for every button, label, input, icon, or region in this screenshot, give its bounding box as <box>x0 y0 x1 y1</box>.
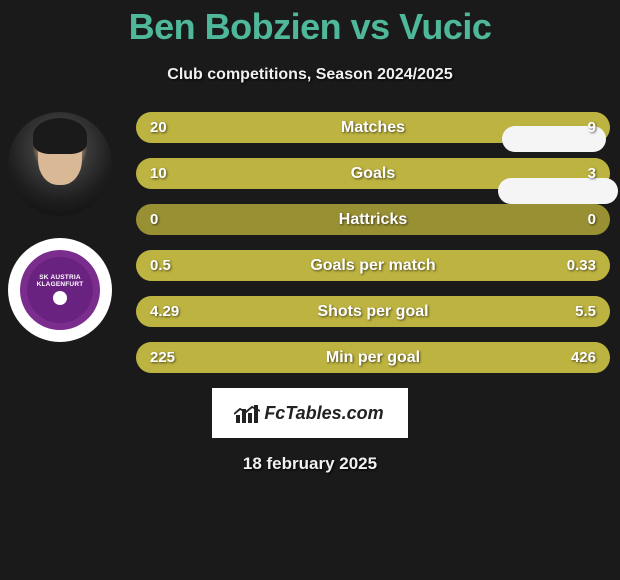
stat-value-left: 20 <box>150 119 167 136</box>
stat-value-left: 0 <box>150 211 158 228</box>
stat-value-left: 0.5 <box>150 257 171 274</box>
player1-avatar <box>8 112 112 216</box>
stat-label: Goals <box>351 165 395 183</box>
stat-value-left: 225 <box>150 349 175 366</box>
bar-fill-left <box>136 112 463 143</box>
stat-value-right: 426 <box>571 349 596 366</box>
player2-club-badge: SK AUSTRIA KLAGENFURT <box>8 238 112 342</box>
stat-label: Matches <box>341 119 405 137</box>
page-title: Ben Bobzien vs Vucic <box>0 0 620 48</box>
stat-row: 225 426 Min per goal <box>136 342 610 373</box>
subtitle: Club competitions, Season 2024/2025 <box>0 66 620 84</box>
club-text-line2: KLAGENFURT <box>37 282 84 289</box>
stat-row: 0.5 0.33 Goals per match <box>136 250 610 281</box>
stat-value-right: 0 <box>588 211 596 228</box>
club-badge-outer: SK AUSTRIA KLAGENFURT <box>20 250 100 330</box>
stat-value-right: 5.5 <box>575 303 596 320</box>
stat-label: Goals per match <box>310 257 435 275</box>
stat-label: Hattricks <box>339 211 407 229</box>
club-badge-inner: SK AUSTRIA KLAGENFURT <box>27 257 93 323</box>
stat-value-right: 3 <box>588 165 596 182</box>
stat-row: 4.29 5.5 Shots per goal <box>136 296 610 327</box>
stat-value-left: 4.29 <box>150 303 179 320</box>
source-logo: FcTables.com <box>212 388 408 438</box>
logo-text: FcTables.com <box>264 403 383 424</box>
stat-value-right: 9 <box>588 119 596 136</box>
stat-row: 0 0 Hattricks <box>136 204 610 235</box>
date-label: 18 february 2025 <box>0 454 620 474</box>
stat-value-left: 10 <box>150 165 167 182</box>
avatars-column: SK AUSTRIA KLAGENFURT <box>8 112 118 342</box>
stat-label: Shots per goal <box>317 303 428 321</box>
stat-value-right: 0.33 <box>567 257 596 274</box>
bar-chart-icon <box>236 403 258 423</box>
stat-label: Min per goal <box>326 349 420 367</box>
decorative-pill-2 <box>498 178 618 204</box>
bar-fill-left <box>136 158 501 189</box>
club-ball-icon <box>53 291 67 305</box>
